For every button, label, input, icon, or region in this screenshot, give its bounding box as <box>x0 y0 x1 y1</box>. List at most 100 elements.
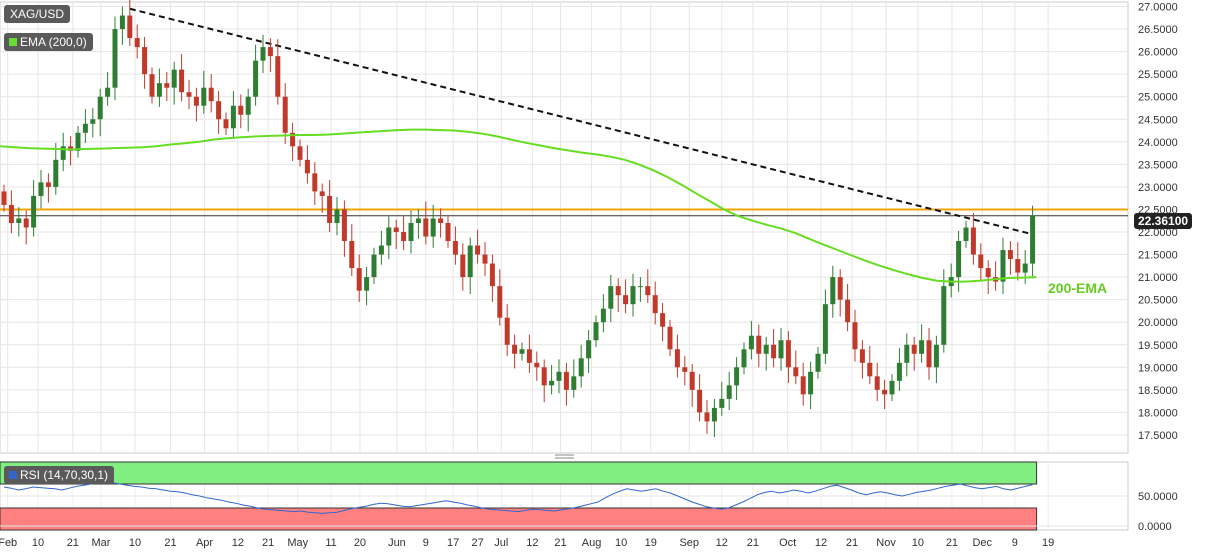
price-tick-label: 25.0000 <box>1138 92 1178 104</box>
candle-bearish <box>452 241 458 255</box>
candle-bullish <box>415 218 421 223</box>
price-tick-label: 22.0000 <box>1138 227 1178 239</box>
candle-bullish <box>90 119 96 124</box>
rsi-legend-badge: RSI (14,70,30,1) <box>4 466 115 484</box>
x-tick-label: 12 <box>815 537 827 549</box>
price-tick-label: 21.5000 <box>1138 250 1178 262</box>
price-tick-label: 24.0000 <box>1138 137 1178 149</box>
candle-bullish <box>904 344 910 363</box>
x-tick-label: 9 <box>423 537 429 549</box>
candle-bearish <box>460 254 466 278</box>
candle-bullish <box>896 362 902 381</box>
candle-bullish <box>1022 263 1028 273</box>
candle-bearish <box>985 268 991 278</box>
candle-bearish <box>193 96 199 106</box>
ema-legend-badge: EMA (200,0) <box>4 33 93 51</box>
candle-bearish <box>526 349 532 363</box>
candle-bullish <box>830 277 836 305</box>
candle-bullish <box>519 349 525 354</box>
candle-bearish <box>393 227 399 233</box>
candle-bullish <box>889 380 895 395</box>
candle-bearish <box>497 286 503 318</box>
candle-bearish <box>482 254 488 264</box>
candle-bullish <box>571 376 577 390</box>
x-tick-label: 19 <box>645 537 657 549</box>
candle-bearish <box>682 367 688 372</box>
x-tick-label: Oct <box>779 537 796 549</box>
candle-bearish <box>8 204 14 223</box>
candle-bullish <box>815 353 821 372</box>
x-tick-label: Jul <box>494 537 508 549</box>
candle-bullish <box>97 96 103 120</box>
candle-bearish <box>327 195 333 223</box>
candle-bearish <box>267 47 273 57</box>
candle-bearish <box>223 119 229 129</box>
candle-bullish <box>734 367 740 386</box>
candle-bullish <box>763 344 769 354</box>
candle-bullish <box>371 254 377 278</box>
candle-bullish <box>467 245 473 278</box>
candle-bullish <box>637 286 643 288</box>
candle-bullish <box>260 47 266 61</box>
candle-bearish <box>793 367 799 377</box>
x-tick-label: 12 <box>232 537 244 549</box>
rsi-color-swatch-icon <box>9 471 17 479</box>
candle-bearish <box>238 105 244 115</box>
candle-bearish <box>319 191 325 196</box>
x-tick-label: May <box>287 537 308 549</box>
x-tick-label: 21 <box>67 537 79 549</box>
candle-bearish <box>970 227 976 255</box>
candle-bearish <box>689 371 695 390</box>
x-tick-label: Dec <box>972 537 992 549</box>
candle-bullish <box>408 222 414 242</box>
rsi-tick-label: 50.0000 <box>1138 491 1178 503</box>
x-tick-label: 9 <box>1012 537 1018 549</box>
candle-bullish <box>600 308 606 323</box>
ema-annotation: 200-EMA <box>1048 280 1108 296</box>
x-tick-label: Aug <box>582 537 602 549</box>
candle-bearish <box>852 322 858 350</box>
candle-bearish <box>874 376 880 390</box>
candle-bearish <box>667 326 673 350</box>
candle-bearish <box>867 362 873 377</box>
candle-bullish <box>578 358 584 377</box>
candle-bullish <box>82 123 88 133</box>
candle-bearish <box>674 349 680 368</box>
price-tick-label: 25.5000 <box>1138 69 1178 81</box>
candle-bearish <box>127 15 133 39</box>
candle-bearish <box>541 367 547 386</box>
candle-bullish <box>378 245 384 255</box>
x-tick-label: 19 <box>1042 537 1054 549</box>
x-tick-label: 21 <box>946 537 958 549</box>
price-tick-label: 21.0000 <box>1138 272 1178 284</box>
candle-bearish <box>926 340 932 368</box>
candle-bullish <box>430 218 436 237</box>
candle-bullish <box>201 87 207 106</box>
candle-bearish <box>1007 250 1013 260</box>
candle-bearish <box>771 344 777 359</box>
candle-bullish <box>630 286 636 305</box>
candle-bearish <box>438 218 444 223</box>
candle-bearish <box>911 344 917 354</box>
candle-bullish <box>808 371 814 395</box>
candle-bullish <box>245 96 251 115</box>
candle-bullish <box>31 195 37 228</box>
candle-bullish <box>60 146 66 160</box>
price-tick-label: 23.5000 <box>1138 159 1178 171</box>
candle-bearish <box>756 335 762 354</box>
candle-bullish <box>75 132 81 151</box>
candle-bearish <box>349 241 355 269</box>
candle-bearish <box>837 277 843 300</box>
x-tick-label: 27 <box>471 537 483 549</box>
candle-bullish <box>38 182 44 196</box>
candle-bullish <box>822 304 828 354</box>
candle-bullish <box>53 159 59 187</box>
x-tick-label: Nov <box>876 537 896 549</box>
ema-color-swatch-icon <box>9 38 17 46</box>
price-tick-label: 18.5000 <box>1138 385 1178 397</box>
candle-bearish <box>445 222 451 242</box>
candle-bearish <box>1 191 7 205</box>
descending-trendline <box>129 7 1033 236</box>
x-tick-label: 11 <box>325 537 336 549</box>
price-tick-label: 23.0000 <box>1138 182 1178 194</box>
